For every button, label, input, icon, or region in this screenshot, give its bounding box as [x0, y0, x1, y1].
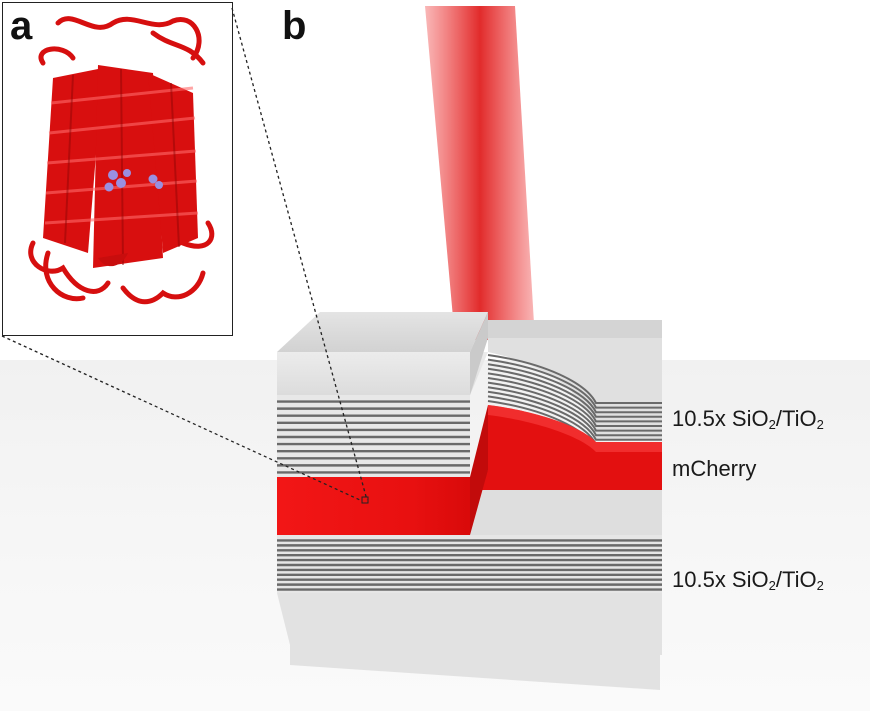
mirror-stripe — [487, 354, 662, 404]
bottom-mirror-label: 10.5x SiO2/TiO2 — [672, 567, 824, 593]
panel-a-label: a — [10, 4, 33, 48]
emitter-layer-label: mCherry — [672, 456, 757, 481]
protein-structure-inset — [2, 2, 233, 336]
mcherry-barrel-illustration — [28, 16, 215, 305]
mirror-stripe — [487, 358, 662, 409]
curved-mirror-stripes — [487, 354, 662, 450]
mirror-stripe — [487, 363, 662, 414]
bottom-substrate-front — [277, 593, 662, 655]
panel-b-label: b — [282, 4, 307, 48]
mirror-stripe — [487, 381, 662, 432]
mirror-stripe — [487, 377, 662, 427]
bottom-mirror-stripes — [277, 539, 662, 591]
mirror-stripe — [487, 372, 662, 423]
emitter-right — [468, 405, 662, 490]
emitter-front — [277, 477, 470, 535]
mirror-stripe — [487, 367, 662, 418]
top-mirror-label: 10.5x SiO2/TiO2 — [672, 406, 824, 432]
top-surface — [277, 312, 488, 352]
top-substrate-front — [277, 352, 488, 395]
mirror-stripe — [487, 386, 662, 437]
laser-beam — [425, 6, 535, 340]
mirror-stripe — [487, 390, 662, 441]
